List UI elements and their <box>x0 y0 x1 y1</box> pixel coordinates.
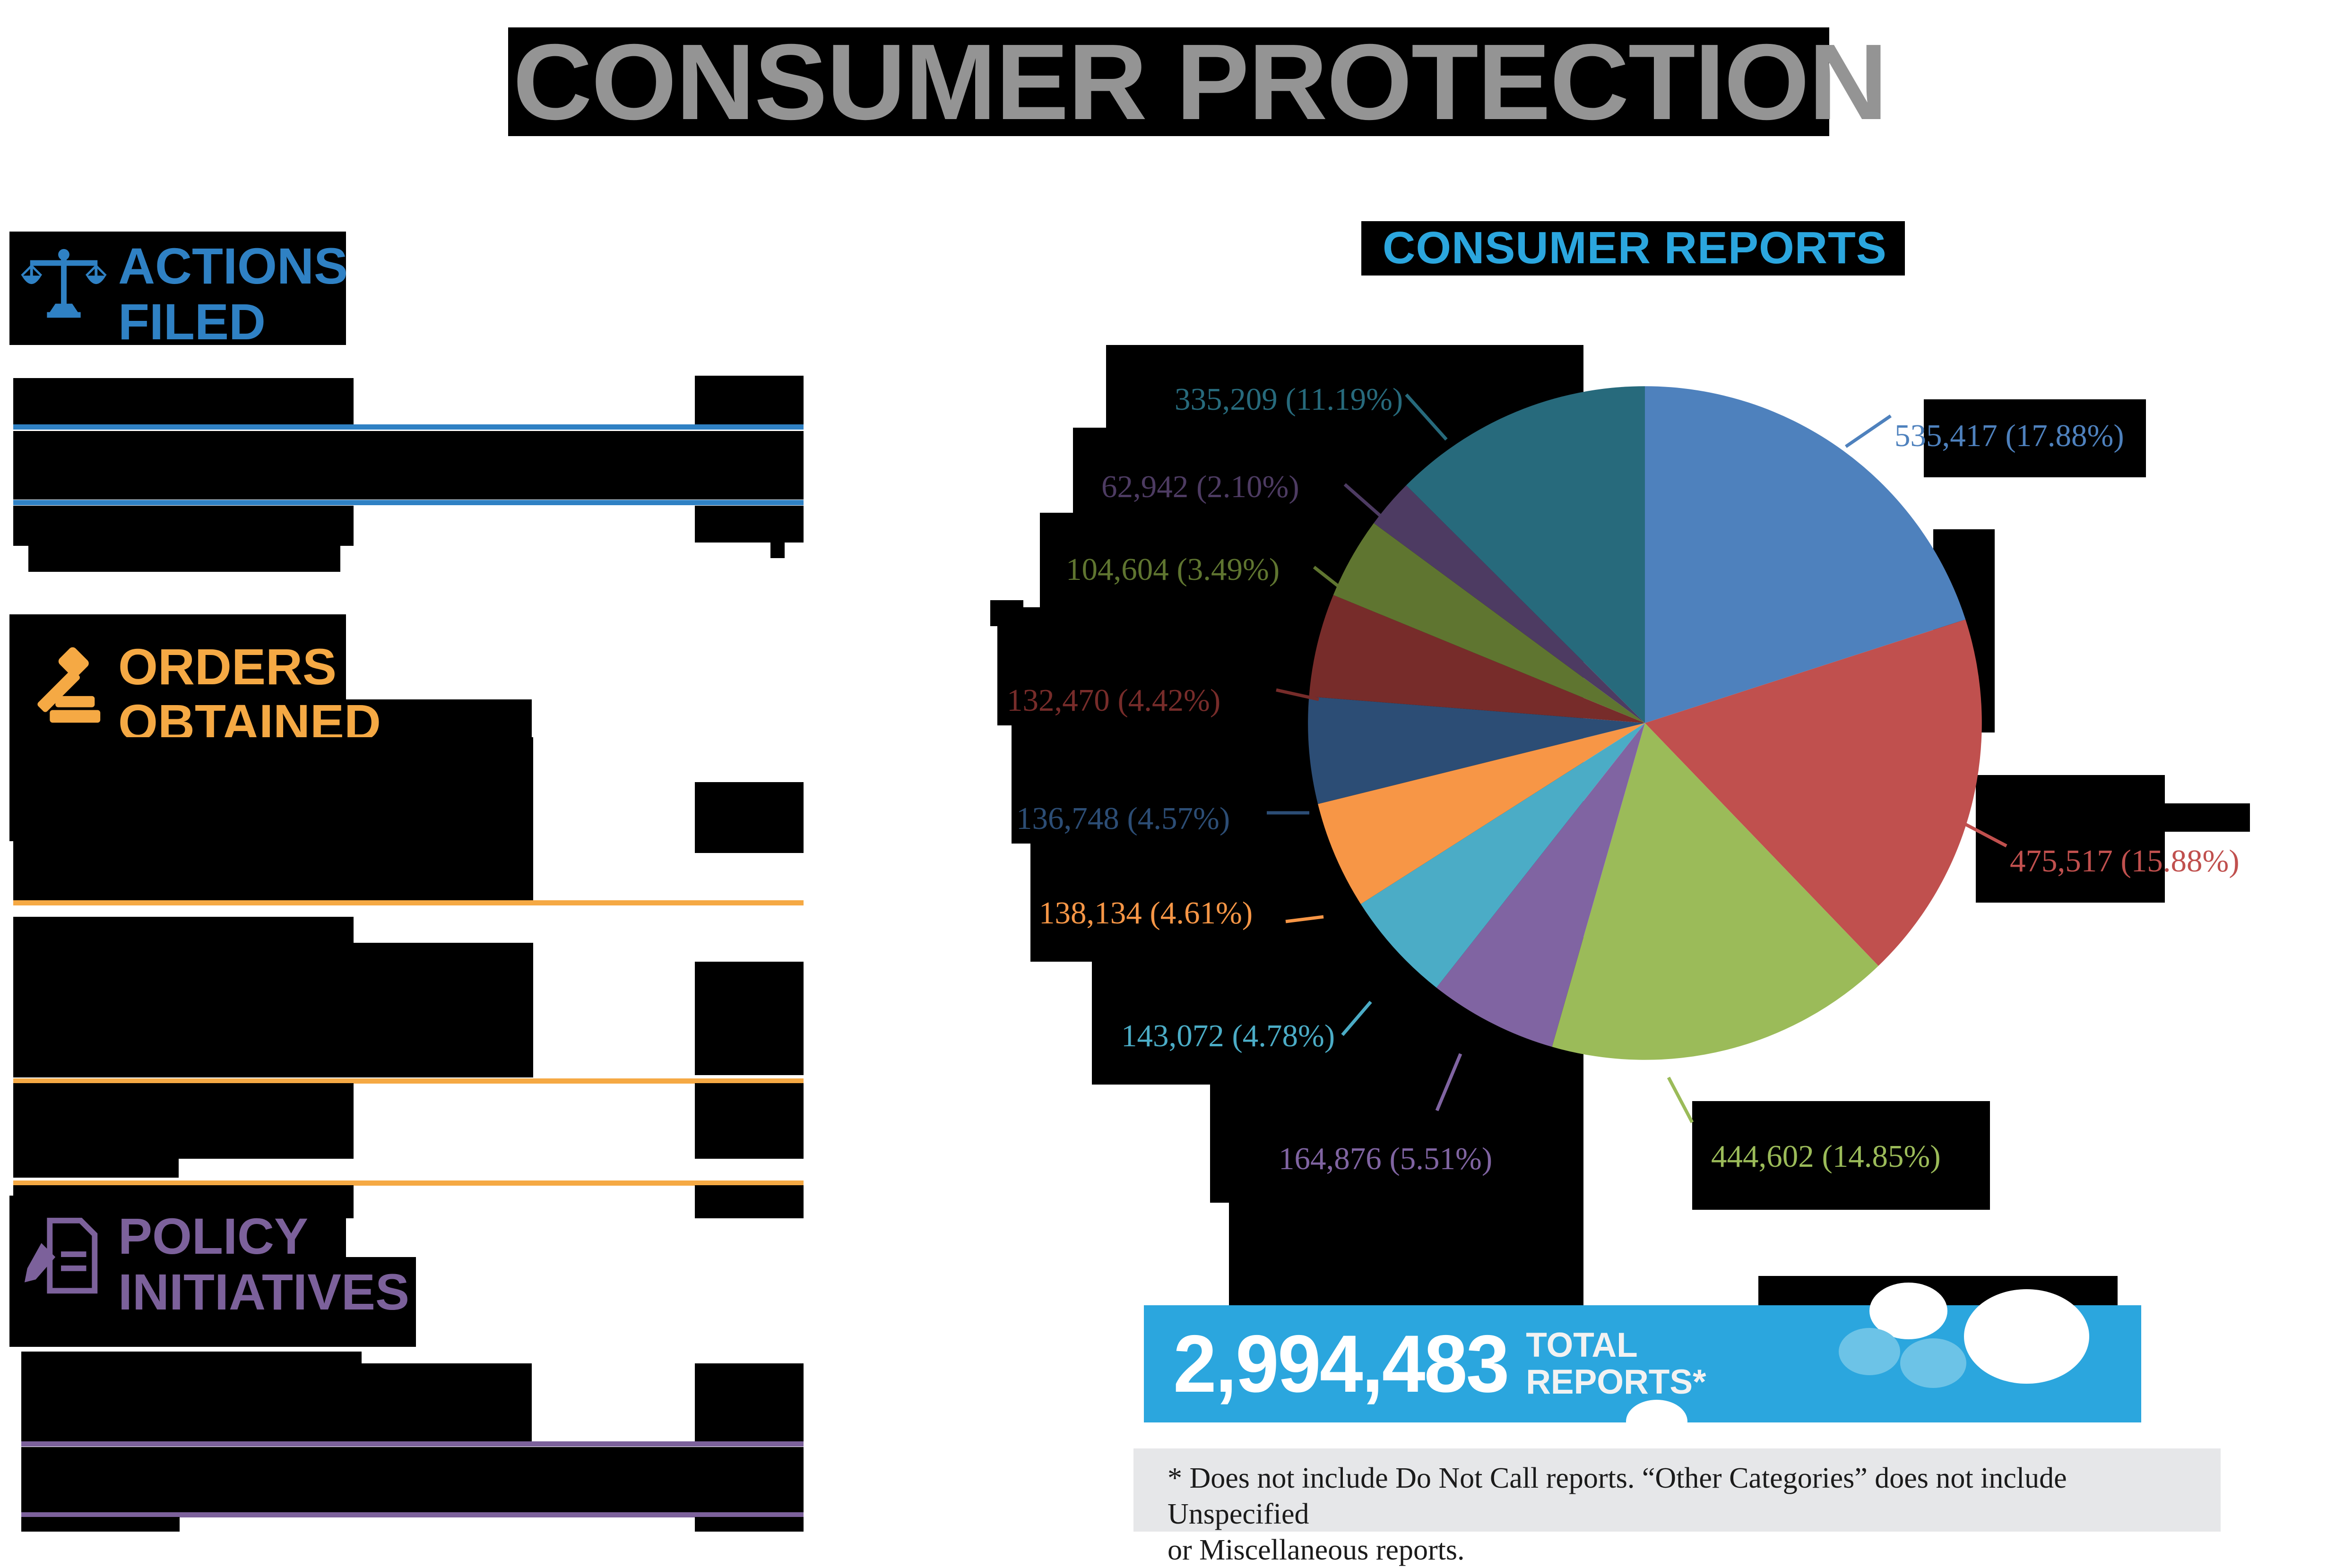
total-reports-number: 2,994,483 <box>1173 1318 1510 1409</box>
actions-divider-1 <box>13 424 804 430</box>
pie-slice <box>1645 386 1966 723</box>
redacted-block <box>1229 1203 1583 1307</box>
redacted-block <box>695 962 804 1075</box>
pie-label-2: 444,602 (14.85%) <box>1711 1139 1941 1174</box>
consumer-reports-header-bg <box>1361 221 1905 276</box>
title-band <box>508 27 1829 136</box>
actions-filed-label: ACTIONS FILED <box>118 237 348 350</box>
pie-slice <box>1309 595 1645 723</box>
redacted-block <box>770 513 785 558</box>
orders-divider-2 <box>13 1078 804 1084</box>
redacted-block <box>695 506 804 543</box>
pie-slice <box>1333 523 1645 723</box>
pie-slices <box>1308 386 1982 1060</box>
document-pencil-icon <box>9 1203 118 1311</box>
footnote-text: * Does not include Do Not Call reports. … <box>1168 1462 2067 1566</box>
policy-divider-1 <box>21 1441 804 1447</box>
pie-slice <box>1645 619 1982 966</box>
pie-label-7: 132,470 (4.42%) <box>1007 683 1221 718</box>
consumer-reports-heading: CONSUMER REPORTS <box>1383 223 1887 273</box>
scales-of-justice-icon <box>9 233 118 341</box>
pie-label-8: 104,604 (3.49%) <box>1066 552 1280 587</box>
redacted-block <box>1210 1085 1583 1203</box>
redacted-block <box>695 1185 804 1218</box>
pie-slice <box>1318 723 1645 905</box>
pie-label-6: 136,748 (4.57%) <box>1016 801 1230 836</box>
pie-slice <box>1308 696 1645 804</box>
policy-divider-2 <box>21 1512 804 1517</box>
gavel-icon <box>9 633 118 742</box>
footnote-panel <box>1133 1448 2221 1532</box>
pie-label-5: 138,134 (4.61%) <box>1039 896 1253 930</box>
redacted-block <box>695 1517 804 1532</box>
speech-bubble-tinted-1 <box>1900 1338 1966 1388</box>
redacted-block <box>695 1083 804 1159</box>
orders-divider-1 <box>13 900 804 905</box>
redacted-block <box>1692 1101 1990 1210</box>
orders-divider-3 <box>13 1180 804 1186</box>
pie-label-4: 143,072 (4.78%) <box>1121 1018 1335 1053</box>
section-policy-initiatives: POLICY INITIATIVES <box>9 1203 409 1320</box>
redacted-block <box>695 1363 804 1446</box>
redacted-block <box>21 1517 180 1532</box>
redacted-block <box>13 431 804 500</box>
redacted-block <box>13 737 533 903</box>
orders-obtained-label: ORDERS OBTAINED <box>118 638 381 751</box>
page-title: CONSUMER PROTECTION <box>513 22 1888 142</box>
speech-bubble-bottom <box>1626 1400 1687 1443</box>
redacted-block <box>2136 803 2250 832</box>
total-reports-banner: 2,994,483 TOTAL REPORTS* <box>1144 1283 2141 1443</box>
pie-label-0: 535,417 (17.88%) <box>1894 418 2124 453</box>
redacted-block <box>695 376 804 424</box>
redacted-block <box>1976 775 2165 903</box>
speech-bubble-large <box>1964 1289 2089 1384</box>
actions-divider-2 <box>13 500 804 505</box>
section-orders-obtained: ORDERS OBTAINED <box>9 633 381 750</box>
redacted-block <box>1924 399 2146 477</box>
redacted-block <box>695 782 804 853</box>
pie-label-9: 62,942 (2.10%) <box>1101 469 1299 504</box>
redacted-block <box>28 515 340 572</box>
pie-label-10: 335,209 (11.19%) <box>1175 382 1403 417</box>
policy-initiatives-label: POLICY INITIATIVES <box>118 1207 410 1320</box>
redacted-block <box>21 1447 804 1513</box>
consumer-reports-pie-chart <box>1305 383 1985 1063</box>
pie-slice <box>1552 723 1878 1060</box>
speech-bubble-tinted-2 <box>1839 1328 1900 1375</box>
pie-label-1: 475,517 (15.88%) <box>2010 844 2240 879</box>
pie-slice <box>1406 386 1645 723</box>
policy-initiatives-header-bg-2 <box>9 1257 416 1347</box>
pie-slice <box>1360 723 1645 988</box>
pie-label-3: 164,876 (5.51%) <box>1279 1141 1493 1176</box>
total-reports-caption: TOTAL REPORTS* <box>1526 1326 1706 1401</box>
redacted-block <box>990 600 1023 626</box>
pie-slice <box>1374 485 1645 723</box>
redacted-block <box>13 943 533 1077</box>
redacted-block <box>13 378 354 425</box>
redacted-block <box>1106 345 1583 428</box>
pie-slice <box>1436 723 1645 1047</box>
section-actions-filed: ACTIONS FILED <box>9 233 348 350</box>
redacted-block <box>13 1083 179 1178</box>
redacted-block <box>21 1363 532 1446</box>
